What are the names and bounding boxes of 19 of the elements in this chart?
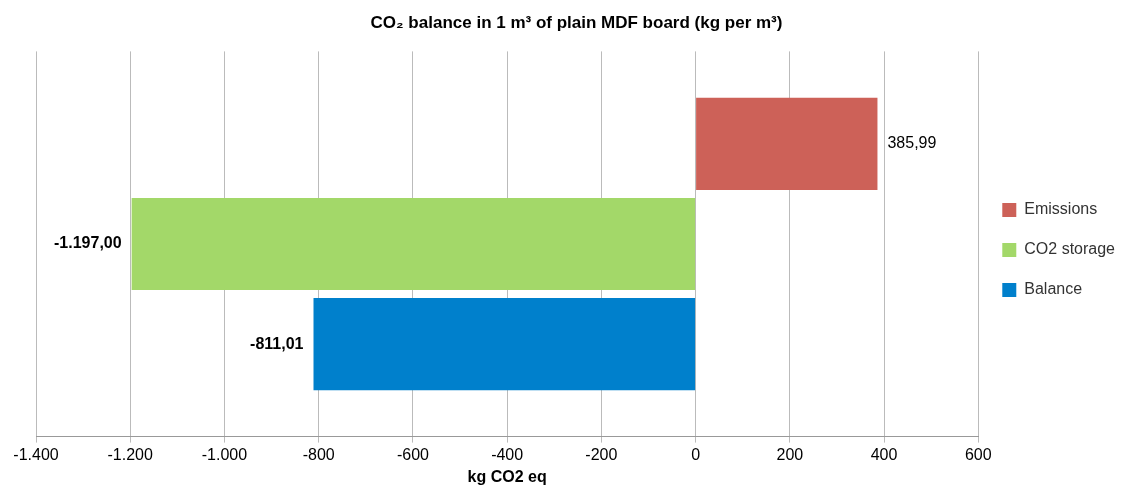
x-tick-label: -600 (396, 445, 430, 463)
x-tick-label: -200 (585, 445, 618, 463)
legend-label: Emissions (1024, 200, 1098, 218)
x-tick-label: -1.400 (13, 445, 59, 463)
legend-label: CO2 storage (1024, 240, 1116, 258)
x-tick-label: 0 (691, 445, 701, 463)
chart-title: CO₂ balance in 1 m³ of plain MDF board (kg per m³) (370, 12, 783, 32)
x-tick-label: -400 (491, 445, 524, 463)
x-tick-label: 600 (964, 445, 992, 463)
x-axis-title: kg CO2 eq (467, 467, 547, 485)
data-label: 385,99 (887, 134, 937, 152)
x-tick-label: -1.200 (107, 445, 154, 463)
x-tick-label: 200 (776, 445, 804, 463)
x-tick-label: -800 (302, 445, 335, 463)
x-tick-label: -1.000 (201, 445, 248, 463)
data-label: -1.197,00 (54, 234, 122, 252)
legend-label: Balance (1024, 280, 1083, 298)
data-label: -811,01 (250, 334, 304, 352)
x-tick-label: 400 (870, 445, 898, 463)
